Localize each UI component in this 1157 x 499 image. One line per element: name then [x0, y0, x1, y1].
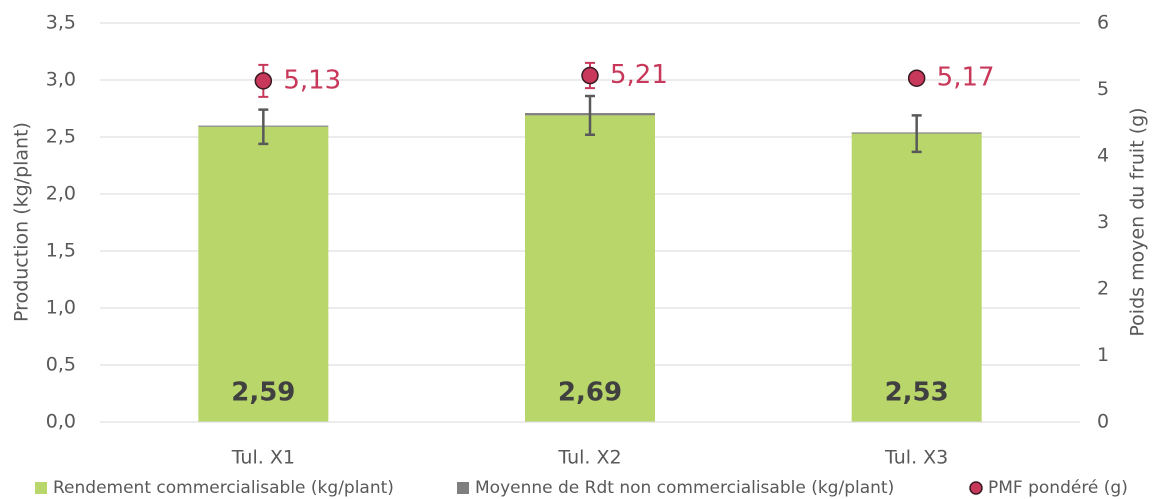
point [254, 72, 273, 90]
x-tick-label: Tul. X1 [231, 447, 295, 469]
error-bar [258, 108, 269, 146]
data-label: 2,59 [231, 378, 295, 408]
data-label: 2,53 [885, 378, 949, 408]
y2-tick-label: 4 [1097, 145, 1109, 167]
y-tick-label: 2,0 [46, 183, 76, 205]
y-tick-label: 1,5 [46, 240, 76, 262]
legend-label: PMF pondéré (g) [988, 478, 1128, 498]
bar-segment [198, 126, 329, 423]
bar-segment [851, 133, 982, 422]
legend-label: Rendement commercialisable (kg/plant) [53, 478, 394, 498]
point [907, 69, 926, 87]
y-tick-label: 3,5 [46, 12, 76, 34]
legend-label: Moyenne de Rdt non commercialisable (kg/… [475, 478, 894, 498]
data-label: 5,21 [610, 60, 668, 90]
data-label: 5,13 [283, 65, 341, 95]
y2-tick-label: 3 [1097, 211, 1109, 233]
x-tick-label: Tul. X3 [884, 447, 948, 469]
y-tick-label: 3,0 [46, 69, 76, 91]
y2-tick-label: 6 [1097, 12, 1109, 34]
y-tick-label: 0,5 [46, 354, 76, 376]
y2-axis-title: Poids moyen du fruit (g) [1127, 107, 1149, 336]
x-tick-label: Tul. X2 [557, 447, 621, 469]
y2-tick-label: 0 [1097, 411, 1109, 433]
y-tick-label: 2,5 [46, 126, 76, 148]
y2-tick-label: 1 [1097, 344, 1109, 366]
error-bar [585, 94, 595, 136]
legend-marker [457, 482, 469, 494]
y2-tick-label: 5 [1097, 78, 1109, 100]
error-bar [911, 114, 922, 154]
point [581, 66, 599, 85]
data-label: 2,69 [558, 378, 622, 408]
y-tick-label: 1,0 [46, 297, 76, 319]
data-label: 5,17 [937, 63, 995, 93]
y-tick-label: 0,0 [46, 411, 76, 433]
legend-marker [35, 482, 47, 494]
legend-marker [969, 481, 983, 495]
bar-segment [525, 115, 655, 422]
y2-tick-label: 2 [1097, 278, 1109, 300]
y-axis-title: Production (kg/plant) [11, 122, 33, 322]
